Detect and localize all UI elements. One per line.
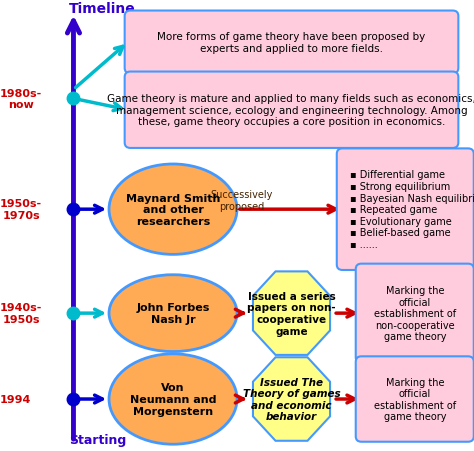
Text: Game theory is mature and applied to many fields such as economics,
management s: Game theory is mature and applied to man… <box>107 94 474 127</box>
Ellipse shape <box>109 165 237 255</box>
Text: Issued The
Theory of games
and economic
behavior: Issued The Theory of games and economic … <box>243 377 340 422</box>
Text: John Forbes
Nash Jr: John Forbes Nash Jr <box>137 303 210 324</box>
FancyBboxPatch shape <box>356 356 474 442</box>
Text: Starting: Starting <box>69 433 126 446</box>
Text: Successively
proposed: Successively proposed <box>210 190 273 212</box>
Polygon shape <box>253 358 330 441</box>
Text: 1994: 1994 <box>0 394 31 404</box>
Text: Maynard Smith
and other
researchers: Maynard Smith and other researchers <box>126 193 220 226</box>
Text: 1940s-
1950s: 1940s- 1950s <box>0 303 42 324</box>
FancyBboxPatch shape <box>125 73 458 148</box>
Text: Von
Neumann and
Morgenstern: Von Neumann and Morgenstern <box>130 382 216 416</box>
Text: Marking the
official
establishment of
non-cooperative
game theory: Marking the official establishment of no… <box>374 285 456 341</box>
Ellipse shape <box>109 354 237 444</box>
Text: More forms of game theory have been proposed by
experts and applied to more fiel: More forms of game theory have been prop… <box>157 32 426 54</box>
Polygon shape <box>253 272 330 355</box>
Text: Marking the
official
establishment of
game theory: Marking the official establishment of ga… <box>374 377 456 422</box>
Ellipse shape <box>109 275 237 352</box>
Text: Issued a series
papers on non-
cooperative
game: Issued a series papers on non- cooperati… <box>247 291 336 336</box>
FancyBboxPatch shape <box>337 149 474 270</box>
FancyBboxPatch shape <box>125 11 458 74</box>
Text: 1950s-
1970s: 1950s- 1970s <box>0 199 42 221</box>
Text: ▪ Differential game
▪ Strong equilibrium
▪ Bayesian Nash equilibrium
▪ Repeated : ▪ Differential game ▪ Strong equilibrium… <box>349 170 474 249</box>
Text: 1980s-
now: 1980s- now <box>0 88 42 110</box>
FancyBboxPatch shape <box>356 264 474 363</box>
Text: Timeline: Timeline <box>69 2 136 16</box>
